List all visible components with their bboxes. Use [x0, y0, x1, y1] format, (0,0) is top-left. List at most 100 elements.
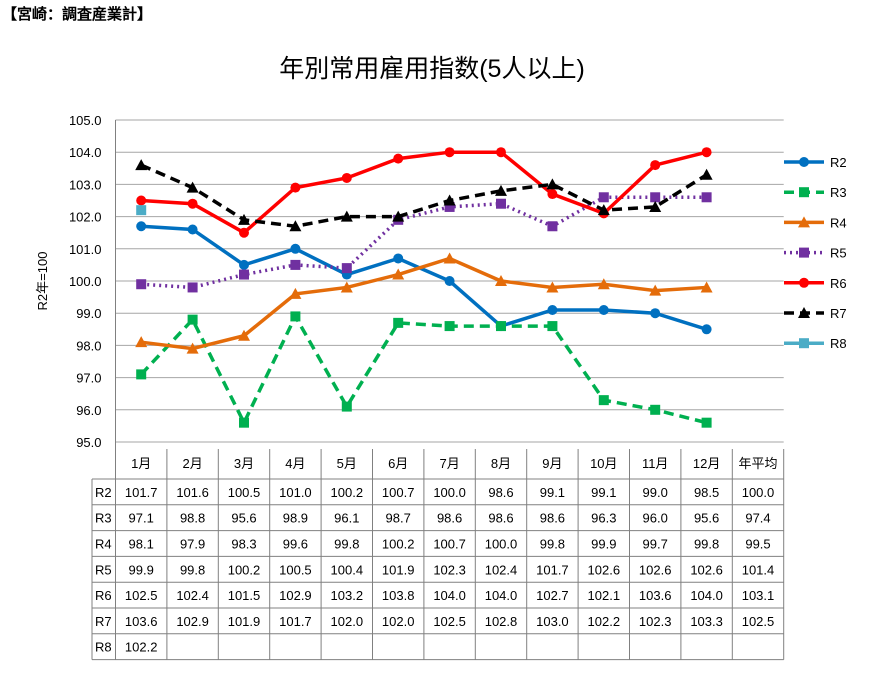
data-point-R6: [701, 147, 712, 158]
data-point-R3: [341, 401, 352, 412]
data-point-R7: [238, 213, 250, 225]
data-point-R4: [289, 287, 302, 299]
table-cell-annual: 103.1: [742, 588, 775, 603]
data-point-R2: [136, 221, 147, 232]
table-cell: 104.0: [485, 588, 518, 603]
series-R5: [136, 192, 712, 293]
series-R8: [136, 205, 147, 216]
x-tick-label: 2月: [182, 456, 202, 471]
data-point-R6: [341, 172, 352, 183]
series-line-R5: [141, 195, 707, 290]
x-tick-label: 5月: [337, 456, 357, 471]
table-cell: 100.4: [331, 562, 364, 577]
table-cell: 96.3: [591, 511, 616, 526]
table-cell-annual: 102.5: [742, 614, 775, 629]
table-cell: 99.9: [591, 537, 616, 552]
data-point-R3: [547, 321, 558, 332]
data-point-R5: [598, 192, 609, 203]
data-point-R3: [239, 417, 249, 428]
table-cell: 97.1: [129, 511, 154, 526]
table-cell: 103.2: [331, 588, 364, 603]
table-cell: 97.9: [180, 537, 205, 552]
table-cell: 100.7: [433, 537, 466, 552]
data-point-R7: [135, 159, 148, 171]
data-point-R2: [239, 259, 249, 270]
legend-label: R2: [830, 155, 847, 170]
table-cell: 98.5: [694, 485, 719, 500]
data-point-R2: [598, 304, 609, 315]
table-cell: 98.6: [488, 485, 513, 500]
y-tick-label: 97.0: [76, 371, 101, 386]
y-tick-label: 104.0: [69, 145, 102, 160]
table-cell: 95.6: [231, 511, 256, 526]
x-tick-label: 1月: [131, 456, 151, 471]
table-cell: 100.0: [485, 537, 518, 552]
data-point-R2: [393, 253, 404, 264]
x-tick-label: 8月: [491, 456, 511, 471]
data-point-R4: [700, 281, 713, 293]
table-cell: 99.8: [334, 537, 359, 552]
data-point-R4: [546, 281, 559, 293]
table-cell: 101.9: [382, 562, 415, 577]
table-cell: 101.6: [176, 485, 209, 500]
table-cell: 102.1: [588, 588, 621, 603]
table-cell: 102.4: [485, 562, 518, 577]
data-point-R6: [444, 147, 455, 158]
table-cell: 100.5: [228, 485, 261, 500]
data-point-R2: [444, 276, 455, 286]
table-cell: 102.3: [639, 614, 672, 629]
table-cell: 102.6: [588, 562, 621, 577]
data-point-R4: [186, 342, 199, 354]
table-cell: 99.7: [643, 537, 668, 552]
data-point-R5: [701, 192, 712, 203]
table-cell: 102.3: [433, 562, 466, 577]
data-point-R5: [341, 263, 352, 274]
data-point-R6: [239, 227, 249, 238]
table-cell: 99.1: [591, 485, 616, 500]
table-cell: 98.3: [231, 537, 256, 552]
table-cell: 102.8: [485, 614, 518, 629]
data-point-R6: [393, 153, 404, 164]
data-point-R2: [701, 324, 712, 335]
legend-marker-R5: [799, 247, 809, 258]
table-cell-annual: 100.0: [742, 485, 775, 500]
table-cell: 100.2: [331, 485, 364, 500]
data-point-R7: [597, 204, 610, 216]
data-point-R2: [187, 224, 198, 235]
series-R7: [135, 159, 713, 232]
data-point-R4: [649, 284, 662, 296]
data-point-R3: [444, 321, 455, 332]
table-cell: 101.5: [228, 588, 261, 603]
legend-marker-R7: [798, 307, 810, 318]
series-line-R7: [140, 163, 708, 229]
data-point-R3: [650, 404, 661, 415]
x-tick-label: 10月: [590, 456, 617, 471]
data-point-R5: [496, 198, 506, 209]
data-point-R5: [547, 221, 558, 232]
table-cell: 103.0: [536, 614, 569, 629]
table-cell: 103.3: [690, 614, 723, 629]
data-point-R6: [547, 189, 558, 200]
series-line-R6: [141, 150, 708, 235]
table-cell-annual: 101.4: [742, 562, 775, 577]
header-label: 【宮崎：調査産業計】: [2, 5, 152, 23]
data-point-R5: [650, 192, 661, 203]
data-point-R7: [289, 220, 302, 232]
table-cell: 101.7: [536, 562, 569, 577]
table-cell: 98.6: [488, 511, 513, 526]
table-row-label: R2: [95, 485, 112, 500]
data-point-R4: [597, 278, 610, 290]
table-cell: 102.5: [433, 614, 466, 629]
data-point-R7: [649, 200, 662, 212]
series-R4: [135, 252, 713, 354]
data-point-R3: [290, 311, 301, 322]
table-row-label: R5: [95, 562, 112, 577]
x-tick-label: 9月: [542, 456, 562, 471]
table-cell: 99.8: [180, 562, 205, 577]
table-row-label: R4: [95, 537, 112, 552]
table-cell: 102.0: [382, 614, 415, 629]
data-point-R3: [393, 317, 404, 328]
chart-title: 年別常用雇用指数(5人以上): [279, 55, 585, 83]
series-R2: [136, 221, 712, 335]
